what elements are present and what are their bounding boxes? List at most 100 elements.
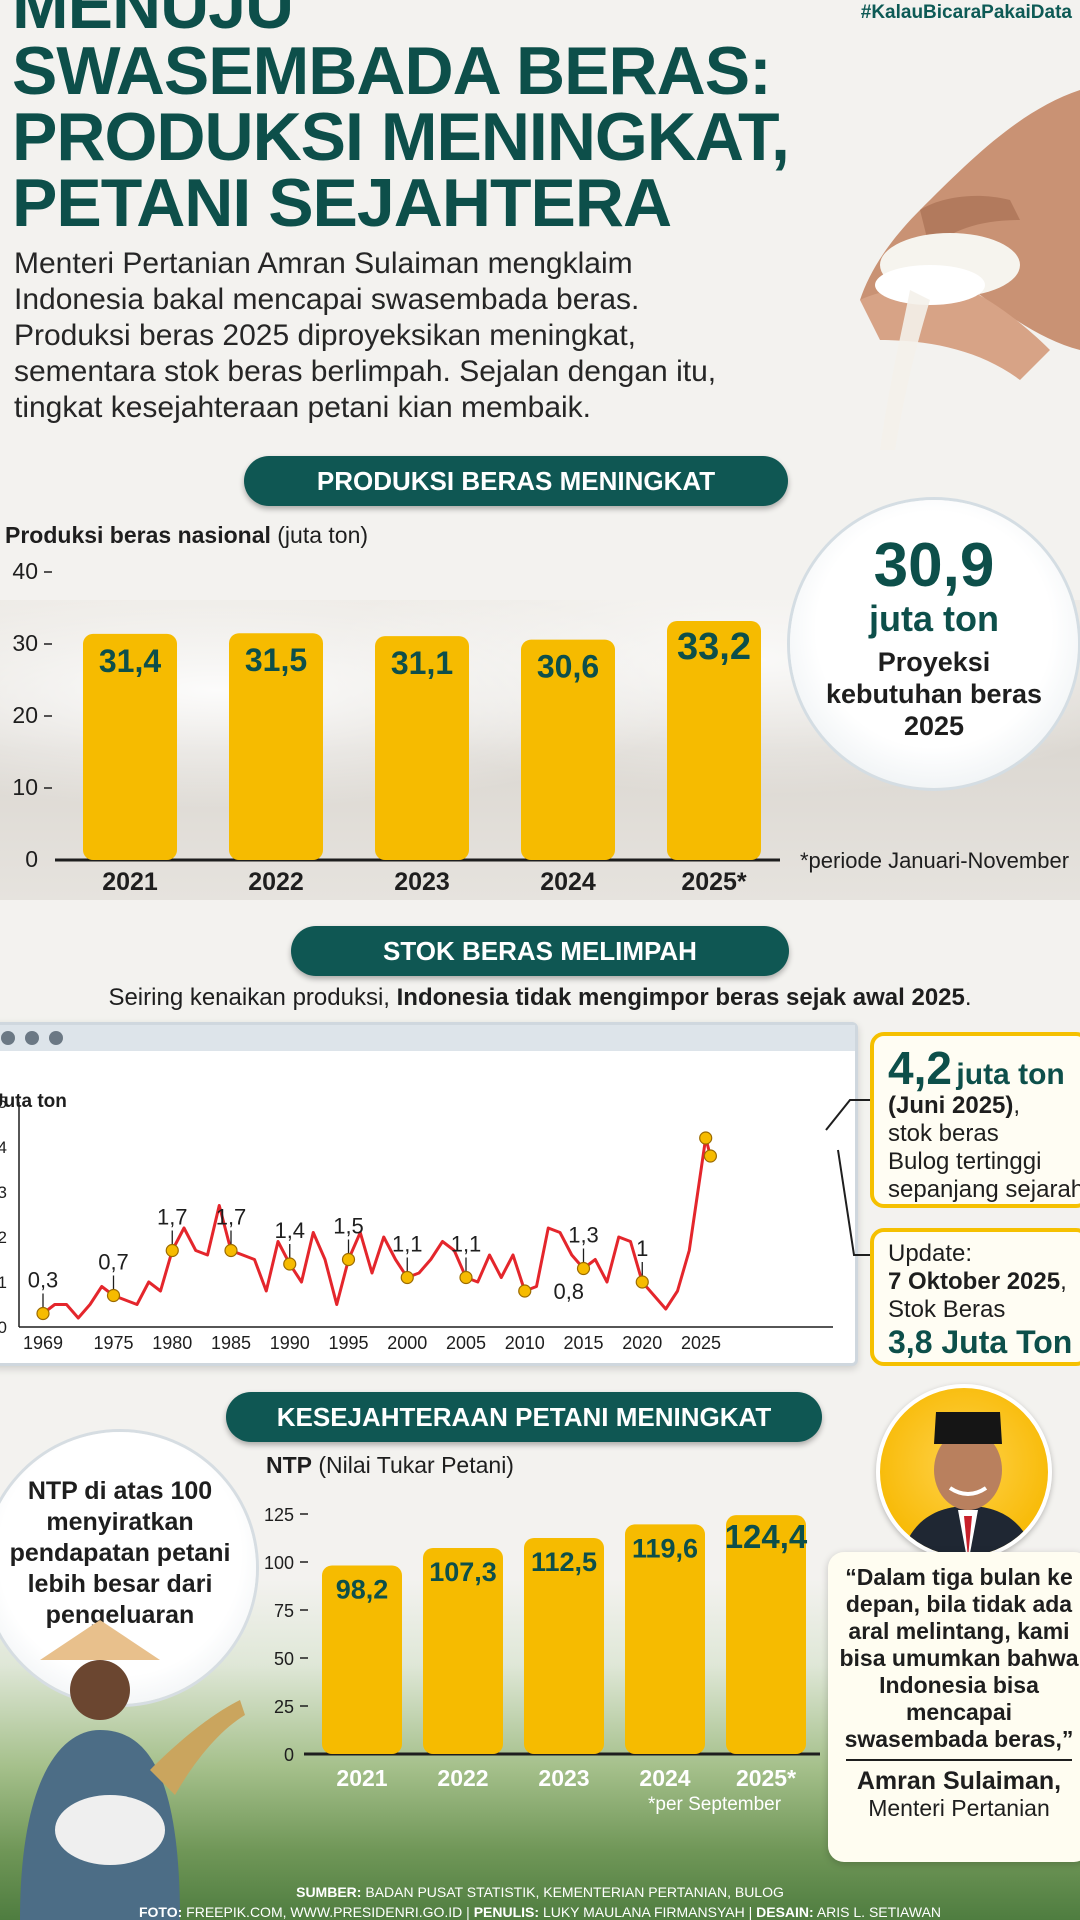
section-pill-production: PRODUKSI BERAS MENINGKAT (244, 456, 788, 506)
stock-chart-window: Juta ton 0 1 2 3 4 5 1969 1975 1980 1985 1990 1995 20… (0, 1022, 858, 1366)
minister-avatar-icon (901, 1412, 1035, 1556)
stock-x-tick-label: 1985 (211, 1333, 251, 1353)
ntp-chart-label: NTP (Nilai Tukar Petani) (266, 1452, 514, 1479)
ntp-bar (322, 1565, 402, 1754)
stock-annotation-label: 1,7 (157, 1205, 188, 1230)
demand-number: 30,9 (873, 531, 995, 600)
production-chart-label: Produksi beras nasional (juta ton) (5, 522, 368, 549)
stock-annotation-label: 1,1 (451, 1232, 482, 1257)
stock-point-marker (400, 1270, 414, 1285)
stock-point-marker (518, 1284, 532, 1298)
window-dot-1 (1, 1031, 15, 1045)
hashtag: #KalauBicaraPakaiData (860, 2, 1072, 23)
stock-x-tick-label: 1995 (328, 1333, 368, 1353)
footer-sources: SUMBER: BADAN PUSAT STATISTIK, KEMENTERI… (0, 1884, 1080, 1900)
title-line-4: PETANI SEJAHTERA (12, 165, 672, 241)
section-pill-stock: STOK BERAS MELIMPAH (291, 926, 789, 976)
stock-y-tick-label: 0 (0, 1318, 7, 1337)
production-label-unit: (juta ton) (277, 522, 369, 548)
stock-annotation-label: 0,3 (28, 1268, 59, 1293)
ntp-category-label: 2022 (437, 1765, 488, 1791)
production-y-tick-label: 30 (12, 630, 38, 656)
stock-x-tick-label: 2010 (505, 1333, 545, 1353)
stock-point-marker (224, 1243, 238, 1258)
ntp-category-label: 2021 (336, 1765, 387, 1791)
stock-x-tick-label: 2005 (446, 1333, 486, 1353)
production-category-label: 2022 (248, 868, 304, 896)
ntp-value-label: 107,3 (429, 1557, 497, 1587)
production-bar (229, 633, 323, 860)
stock-x-tick-label: 2020 (622, 1333, 662, 1353)
ntp-explainer-text: NTP di atas 100 menyiratkan pendapatan p… (9, 1477, 231, 1629)
stock-x-tick-label: 2025 (681, 1333, 721, 1353)
stock-y-tick-label: 3 (0, 1183, 7, 1202)
stock-x-tick-label: 1969 (23, 1333, 63, 1353)
callout-update-line: Stok Beras (888, 1296, 1006, 1323)
stock-subtitle-post: . (964, 984, 972, 1011)
production-y-tick-label: 40 (12, 560, 38, 584)
callout-june-line-3: sepanjang sejarah (888, 1176, 1080, 1203)
quote-divider (846, 1759, 1072, 1761)
callout-june-line-2: Bulog tertinggi (888, 1148, 1042, 1175)
production-value-label: 31,1 (391, 645, 453, 681)
stock-x-tick-label: 1990 (270, 1333, 310, 1353)
ntp-category-label: 2024 (639, 1765, 690, 1791)
window-dot-3 (49, 1031, 63, 1045)
demand-unit: juta ton (869, 598, 999, 639)
production-y-tick-label: 0 (25, 846, 38, 872)
stock-subtitle-bold: Indonesia tidak mengimpor beras sejak aw… (396, 984, 965, 1011)
stock-point-marker (576, 1261, 591, 1276)
farmer-illustration (20, 1620, 245, 1920)
footer-penulis: LUKY MAULANA FIRMANSYAH (542, 1904, 745, 1920)
minister-quote: “Dalam tiga bulan ke depan, bila tidak a… (839, 1564, 1079, 1752)
stock-x-tick-label: 1975 (93, 1333, 133, 1353)
callout-june-bold: (Juni 2025) (888, 1092, 1014, 1119)
production-bar (521, 639, 615, 860)
stock-y-axis-title: Juta ton (0, 1091, 67, 1112)
ntp-value-label: 119,6 (632, 1533, 698, 1563)
stock-subtitle-pre: Seiring kenaikan produksi, (108, 984, 397, 1011)
stock-point-marker (635, 1275, 649, 1289)
ntp-y-tick-label: 25 (274, 1697, 294, 1717)
production-bar-chart: 0 10 20 30 40 31,4 2021 31,5 2022 31,1 2023 30,6 202… (12, 560, 780, 896)
stock-annotation-label: 0,7 (98, 1250, 129, 1275)
production-category-label: 2024 (540, 868, 596, 896)
ntp-value-label: 112,5 (531, 1547, 597, 1577)
production-category-label: 2021 (102, 868, 158, 896)
stock-point-marker (699, 1131, 713, 1145)
stock-annotation-label: 1,3 (568, 1223, 599, 1248)
footer-foto-label: FOTO: (138, 1904, 183, 1920)
stock-annotation-label: 1,4 (274, 1218, 305, 1243)
stock-callout-june: 4,2 juta ton (Juni 2025), stok beras Bul… (870, 1032, 1080, 1208)
callout-update-label: Update: (888, 1240, 973, 1267)
minister-name: Amran Sulaiman, (856, 1767, 1062, 1795)
footer-penulis-label: PENULIS: (473, 1904, 540, 1920)
ntp-bar (423, 1547, 503, 1754)
ntp-category-label: 2023 (538, 1765, 589, 1791)
stock-y-tick-label: 4 (0, 1138, 7, 1157)
production-bar (375, 636, 469, 860)
stock-annotation-label: 1,7 (216, 1205, 247, 1230)
production-label-bold: Produksi beras nasional (5, 522, 271, 548)
production-value-label: 33,2 (677, 626, 751, 668)
stock-y-tick-label: 1 (0, 1273, 7, 1292)
minister-role: Menteri Pertanian (868, 1795, 1050, 1821)
footer-sumber-label: SUMBER: (296, 1884, 362, 1900)
ntp-bar (625, 1524, 705, 1754)
stock-y-tick-label: 2 (0, 1228, 7, 1247)
production-y-tick-label: 20 (12, 702, 38, 728)
ntp-bar-chart: 0 25 50 75 100 125 98,2 2021 107,3 2022 112,5 2023 1… (264, 1505, 820, 1791)
callout-update-big: 3,8 Juta Ton (888, 1324, 1073, 1360)
callout-update-date-suffix: , (1060, 1268, 1067, 1295)
window-dot-2 (25, 1031, 39, 1045)
title-line-2: SWASEMBADA BERAS: (12, 33, 772, 109)
ntp-y-tick-label: 75 (274, 1601, 294, 1621)
ntp-footnote: *per September (648, 1794, 782, 1815)
footer-desain-label: DESAIN: (756, 1904, 814, 1920)
ntp-bar (524, 1538, 604, 1754)
stock-x-tick-label: 2000 (387, 1333, 427, 1353)
stock-annotation-label: 0,8 (553, 1279, 584, 1304)
footer-desain: ARIS L. SETIAWAN (816, 1904, 942, 1920)
stock-line-chart: Juta ton 0 1 2 3 4 5 1969 1975 1980 1985 1990 1995 20… (0, 1091, 833, 1353)
ntp-value-label: 124,4 (725, 1518, 808, 1555)
